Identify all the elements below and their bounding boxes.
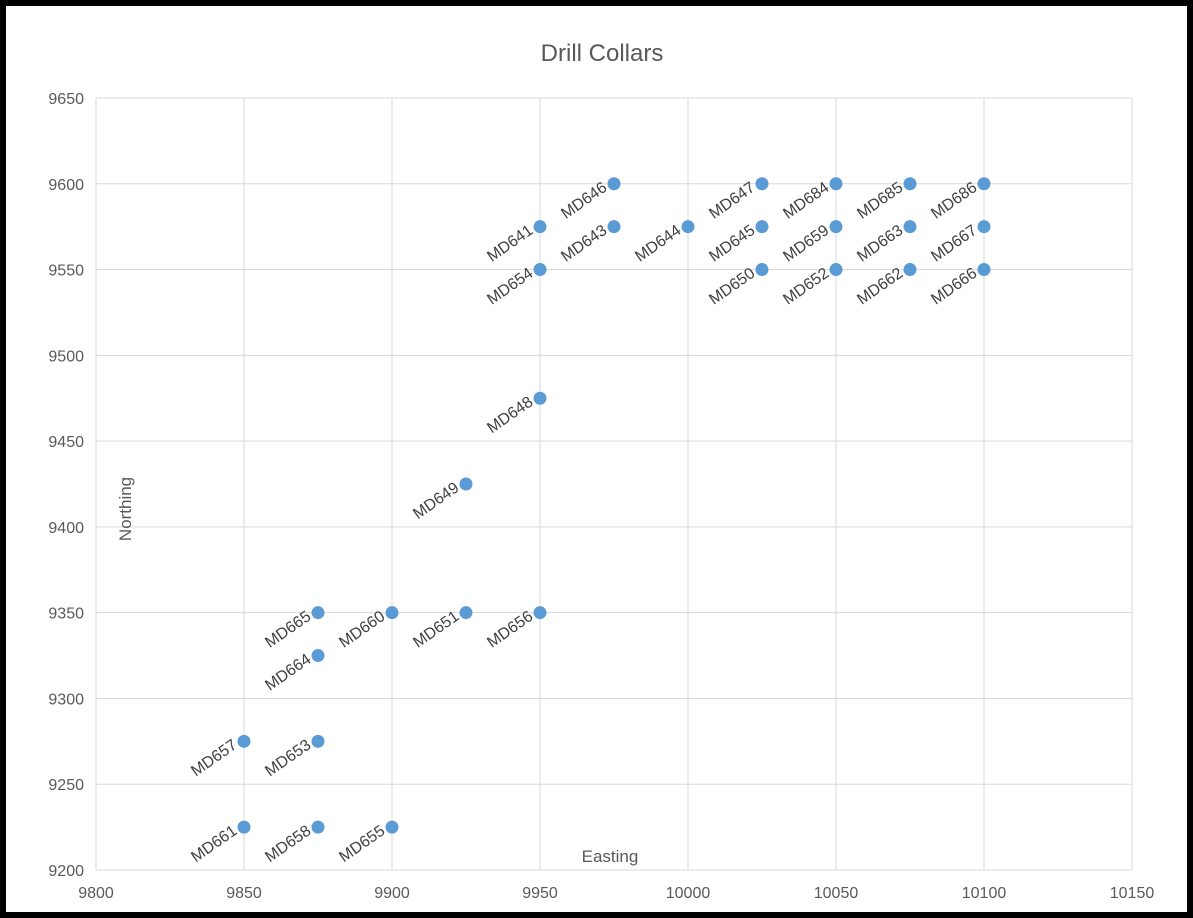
data-point xyxy=(311,734,325,748)
data-point xyxy=(385,606,399,620)
data-point xyxy=(533,220,547,234)
y-tick-label: 9600 xyxy=(48,177,84,194)
data-point xyxy=(977,177,991,191)
y-tick-label: 9550 xyxy=(48,263,84,280)
data-label: MD665 xyxy=(262,608,314,652)
data-point xyxy=(903,220,917,234)
x-tick-label: 10100 xyxy=(962,885,1007,902)
data-label: MD648 xyxy=(484,394,536,438)
data-label: MD662 xyxy=(854,265,906,309)
data-point xyxy=(459,606,473,620)
chart-title: Drill Collars xyxy=(541,40,664,67)
x-tick-label: 9850 xyxy=(226,885,262,902)
data-label: MD660 xyxy=(336,608,388,652)
data-point xyxy=(459,477,473,491)
x-axis-title: Easting xyxy=(582,847,639,866)
data-label: MD647 xyxy=(706,179,758,223)
data-label: MD654 xyxy=(484,265,536,309)
data-label: MD657 xyxy=(188,737,240,781)
data-point xyxy=(311,606,325,620)
y-tick-label: 9650 xyxy=(48,91,84,108)
data-point xyxy=(311,649,325,663)
data-point xyxy=(977,263,991,277)
x-tick-label: 10000 xyxy=(666,885,711,902)
scatter-chart: 9800 9850 9900 9950 10000 10050 10100 10150 9200… xyxy=(48,40,1154,902)
data-label: MD667 xyxy=(928,222,980,266)
y-tick-label: 9300 xyxy=(48,691,84,708)
data-label: MD651 xyxy=(410,608,462,652)
x-tick-label: 9950 xyxy=(522,885,558,902)
y-tick-label: 9400 xyxy=(48,520,84,537)
data-label: MD664 xyxy=(262,651,314,695)
data-label: MD649 xyxy=(410,479,462,523)
data-point xyxy=(237,820,251,834)
data-label: MD641 xyxy=(484,222,536,266)
data-point xyxy=(829,177,843,191)
data-label: MD652 xyxy=(780,265,832,309)
data-point xyxy=(829,263,843,277)
data-label: MD658 xyxy=(262,822,314,866)
data-label: MD684 xyxy=(780,179,832,223)
y-tick-label: 9450 xyxy=(48,434,84,451)
data-label: MD650 xyxy=(706,265,758,309)
data-labels: MD646 MD647 MD684 MD685 MD686 MD641 MD643 MD644… xyxy=(188,179,980,866)
data-point xyxy=(533,391,547,405)
data-point xyxy=(755,263,769,277)
data-label: MD646 xyxy=(558,179,610,223)
data-label: MD661 xyxy=(188,822,240,866)
data-points xyxy=(237,177,991,834)
x-tick-label: 10050 xyxy=(814,885,859,902)
data-label: MD645 xyxy=(706,222,758,266)
chart-frame: 9800 9850 9900 9950 10000 10050 10100 10150 9200… xyxy=(6,6,1187,912)
data-label: MD643 xyxy=(558,222,610,266)
gridlines xyxy=(95,97,1133,871)
data-label: MD685 xyxy=(854,179,906,223)
data-label: MD659 xyxy=(780,222,832,266)
data-label: MD656 xyxy=(484,608,536,652)
data-label: MD666 xyxy=(928,265,980,309)
tick-labels: 9800 9850 9900 9950 10000 10050 10100 10150 9200… xyxy=(48,91,1154,902)
data-point xyxy=(607,220,621,234)
x-tick-label: 9800 xyxy=(78,885,114,902)
y-tick-label: 9200 xyxy=(48,863,84,880)
data-point xyxy=(903,263,917,277)
data-point xyxy=(533,606,547,620)
data-point xyxy=(681,220,695,234)
data-point xyxy=(385,820,399,834)
data-label: MD644 xyxy=(632,222,684,266)
data-label: MD653 xyxy=(262,737,314,781)
data-label: MD655 xyxy=(336,822,388,866)
data-label: MD663 xyxy=(854,222,906,266)
data-point xyxy=(311,820,325,834)
data-label: MD686 xyxy=(928,179,980,223)
y-axis-title: Northing xyxy=(116,477,135,541)
data-point xyxy=(977,220,991,234)
data-point xyxy=(755,220,769,234)
x-tick-label: 10150 xyxy=(1110,885,1155,902)
y-tick-label: 9500 xyxy=(48,348,84,365)
data-point xyxy=(829,220,843,234)
data-point xyxy=(903,177,917,191)
y-tick-label: 9350 xyxy=(48,606,84,623)
x-tick-label: 9900 xyxy=(374,885,410,902)
data-point xyxy=(533,263,547,277)
data-point xyxy=(755,177,769,191)
data-point xyxy=(237,734,251,748)
data-point xyxy=(607,177,621,191)
y-tick-label: 9250 xyxy=(48,777,84,794)
